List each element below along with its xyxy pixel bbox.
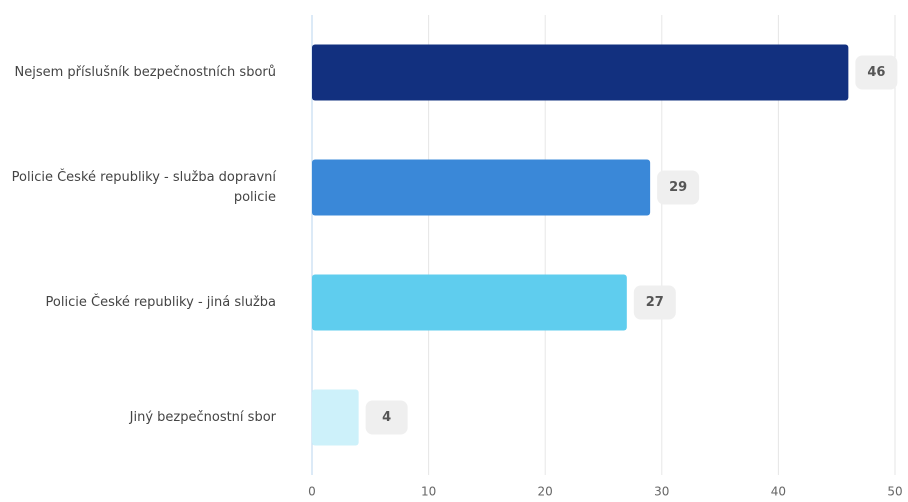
bar	[312, 274, 627, 331]
x-tick-label: 20	[538, 485, 553, 499]
x-tick-label: 10	[421, 485, 436, 499]
category-label: Policie České republiky - jiná služba	[45, 294, 276, 310]
x-tick-label: 40	[771, 485, 786, 499]
value-label-box	[657, 170, 700, 205]
value-label-box	[365, 400, 408, 435]
category-label: Policie České republiky - služba dopravn…	[11, 169, 276, 205]
value-label-box	[633, 285, 676, 320]
x-tick-label: 50	[887, 485, 902, 499]
bar	[312, 159, 651, 216]
x-tick-label: 0	[308, 485, 316, 499]
bar	[312, 44, 849, 101]
value-label: 46	[867, 65, 885, 80]
category-label: Jiný bezpečnostní sbor	[129, 409, 276, 425]
x-tick-label: 30	[654, 485, 669, 499]
bar	[312, 389, 359, 446]
value-label: 29	[669, 180, 687, 195]
value-label: 4	[382, 410, 391, 425]
value-label-box	[855, 55, 898, 90]
category-label: Nejsem příslušník bezpečnostních sborů	[14, 64, 277, 80]
value-label: 27	[646, 295, 664, 310]
